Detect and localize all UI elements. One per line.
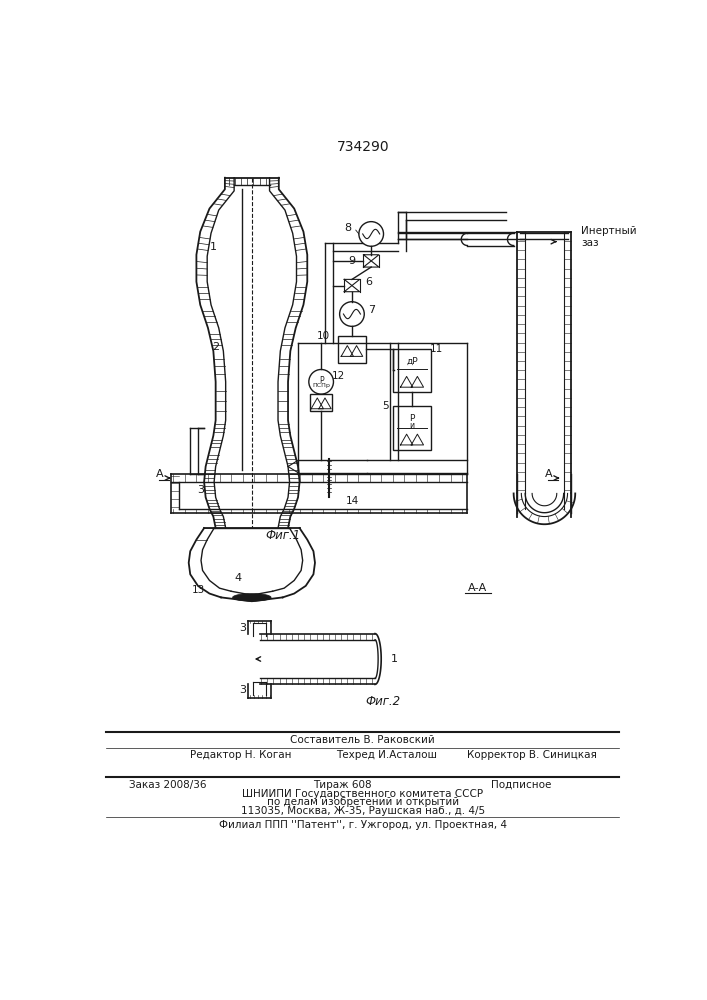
Text: ПСПр: ПСПр	[312, 383, 330, 388]
Text: Составитель В. Раковский: Составитель В. Раковский	[291, 735, 435, 745]
Text: Техред И.Асталош: Техред И.Асталош	[337, 750, 438, 760]
Text: А-А: А-А	[467, 583, 486, 593]
Text: Филиал ППП ''Патент'', г. Ужгород, ул. Проектная, 4: Филиал ППП ''Патент'', г. Ужгород, ул. П…	[218, 820, 507, 830]
Text: 734290: 734290	[337, 140, 389, 154]
Text: Инертный
заз: Инертный заз	[581, 226, 637, 248]
Circle shape	[309, 369, 334, 394]
Text: Корректор В. Синицкая: Корректор В. Синицкая	[467, 750, 597, 760]
Bar	[393, 349, 431, 392]
Text: Фиг.1: Фиг.1	[265, 529, 300, 542]
Circle shape	[339, 302, 364, 326]
Text: А: А	[544, 469, 552, 479]
Text: Фиг.2: Фиг.2	[366, 695, 400, 708]
Text: 1: 1	[210, 242, 217, 252]
Text: 13: 13	[192, 585, 204, 595]
Bar	[338, 336, 366, 363]
Text: 6: 6	[366, 277, 373, 287]
Circle shape	[359, 222, 383, 246]
Bar	[393, 406, 431, 450]
Text: Тираж 608: Тираж 608	[313, 780, 372, 790]
Text: 3: 3	[239, 623, 246, 633]
Text: 14: 14	[345, 496, 358, 506]
Text: 4: 4	[235, 573, 242, 583]
Text: Подписное: Подписное	[491, 780, 551, 790]
Text: 12: 12	[332, 371, 345, 381]
Text: дР: дР	[407, 357, 418, 366]
Text: Заказ 2008/36: Заказ 2008/36	[129, 780, 206, 790]
Text: Редактор Н. Коган: Редактор Н. Коган	[190, 750, 292, 760]
Bar	[310, 394, 332, 411]
Text: 5: 5	[382, 401, 388, 411]
Text: 113035, Москва, Ж-35, Раушская наб., д. 4/5: 113035, Москва, Ж-35, Раушская наб., д. …	[240, 806, 485, 816]
Text: Р: Р	[409, 414, 415, 423]
Text: 1: 1	[391, 654, 398, 664]
Text: 2: 2	[212, 342, 219, 352]
Text: 10: 10	[317, 331, 330, 341]
Text: 3: 3	[239, 685, 246, 695]
Text: 11: 11	[430, 344, 443, 354]
Text: по делам изобретений и открытий: по делам изобретений и открытий	[267, 797, 459, 807]
Text: 9: 9	[349, 256, 356, 266]
Text: А: А	[156, 469, 163, 479]
Text: Р: Р	[319, 376, 324, 385]
Ellipse shape	[233, 594, 271, 601]
Text: 8: 8	[344, 223, 351, 233]
Text: 3: 3	[197, 485, 204, 495]
Text: 7: 7	[368, 305, 375, 315]
Text: ШНИИПИ Государственного комитета СССР: ШНИИПИ Государственного комитета СССР	[243, 789, 484, 799]
Text: и: и	[409, 421, 414, 430]
